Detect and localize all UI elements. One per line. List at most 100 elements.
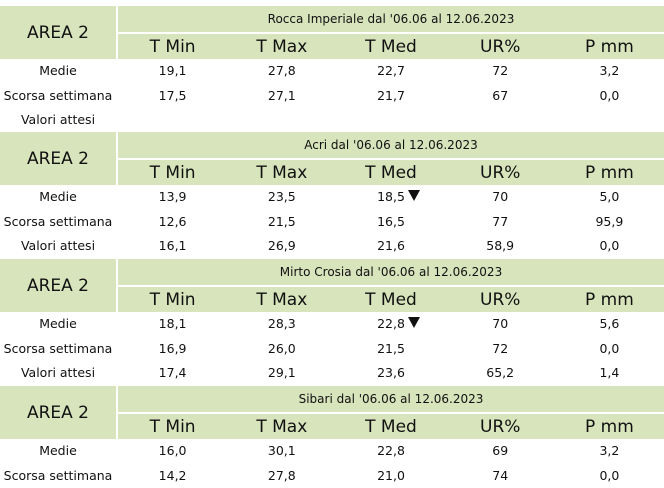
row-label: Valori attesi	[20, 238, 96, 253]
area-label: AREA 2	[0, 132, 116, 185]
cell-ur: 67	[492, 88, 509, 103]
area-label: AREA 2	[0, 259, 116, 312]
header-t-max: T Max	[256, 289, 308, 310]
table-row: Valori attesi 17,4 29,1 23,6 65,2 1,4	[0, 360, 664, 385]
header-t-min: T Min	[149, 162, 196, 183]
cell-p-mm: 5,0	[599, 189, 620, 204]
table-row: Scorsa settimana 16,9 26,0 21,5 72 0,0	[0, 336, 664, 361]
header-t-min: T Min	[149, 289, 196, 310]
table-row: Scorsa settimana 14,2 27,8 21,0 74 0,0	[0, 463, 664, 488]
cell-ur: 72	[492, 63, 509, 78]
header-ur: UR%	[480, 289, 521, 310]
cell-p-mm: 3,2	[599, 63, 620, 78]
table-row: Medie 13,9 23,5 18,5 70 5,0	[0, 184, 664, 209]
cell-ur: 65,2	[486, 365, 515, 380]
header-t-med: T Med	[365, 162, 417, 183]
cell-t-min: 16,9	[158, 341, 187, 356]
column-header-row: T Min T Max T Med UR% P mm	[118, 287, 664, 312]
station-title: Sibari dal '06.06 al 12.06.2023	[118, 386, 664, 412]
header-t-med: T Med	[365, 416, 417, 437]
cell-t-min: 18,1	[158, 316, 187, 331]
header-t-max: T Max	[256, 36, 308, 57]
cell-t-med: 21,7	[377, 88, 405, 103]
cell-t-max: 27,8	[267, 468, 296, 483]
header-ur: UR%	[480, 36, 521, 57]
cell-t-min: 17,5	[158, 88, 187, 103]
cell-t-med: 22,7	[377, 63, 405, 78]
cell-t-med: 22,8	[377, 316, 405, 331]
station-title: Rocca Imperiale dal '06.06 al 12.06.2023	[118, 6, 664, 32]
row-label: Medie	[39, 316, 77, 331]
area-label: AREA 2	[0, 386, 116, 439]
station-block-mirto-crosia: AREA 2 Mirto Crosia dal '06.06 al 12.06.…	[0, 259, 664, 385]
table-row: Valori attesi	[0, 107, 664, 132]
cell-t-min: 16,0	[158, 443, 187, 458]
column-header-row: T Min T Max T Med UR% P mm	[118, 414, 664, 439]
table-row: Medie 16,0 30,1 22,8 69 3,2	[0, 438, 664, 463]
cell-t-max: 26,9	[267, 238, 296, 253]
cell-t-max: 27,1	[267, 88, 296, 103]
header-t-med: T Med	[365, 289, 417, 310]
cell-ur: 70	[492, 316, 509, 331]
station-block-sibari: AREA 2 Sibari dal '06.06 al 12.06.2023 T…	[0, 386, 664, 488]
cell-t-med-wrap: 22,8	[336, 311, 445, 336]
cell-ur: 74	[492, 468, 509, 483]
cell-p-mm: 1,4	[599, 365, 620, 380]
row-label: Scorsa settimana	[3, 214, 113, 229]
cell-t-max: 29,1	[267, 365, 296, 380]
cell-t-med: 18,5	[377, 189, 405, 204]
header-t-max: T Max	[256, 162, 308, 183]
table-row: Valori attesi 16,1 26,9 21,6 58,9 0,0	[0, 233, 664, 258]
cell-t-max: 23,5	[267, 189, 296, 204]
station-block-acri: AREA 2 Acri dal '06.06 al 12.06.2023 T M…	[0, 132, 664, 258]
cell-t-min: 19,1	[158, 63, 187, 78]
cell-t-med: 21,5	[377, 341, 405, 356]
table-row: Scorsa settimana 12,6 21,5 16,5 77 95,9	[0, 209, 664, 234]
row-label: Medie	[39, 189, 77, 204]
cell-t-med: 16,5	[377, 214, 405, 229]
cell-p-mm: 5,6	[599, 316, 620, 331]
cell-p-mm: 0,0	[599, 238, 620, 253]
header-t-min: T Min	[149, 36, 196, 57]
down-triangle-icon	[408, 190, 421, 201]
cell-t-med-wrap: 18,5	[336, 184, 445, 209]
header-p-mm: P mm	[585, 416, 634, 437]
cell-t-min: 12,6	[158, 214, 187, 229]
cell-ur: 70	[492, 189, 509, 204]
cell-ur: 58,9	[486, 238, 515, 253]
row-label: Medie	[39, 443, 77, 458]
table-row: Scorsa settimana 17,5 27,1 21,7 67 0,0	[0, 83, 664, 108]
cell-t-med: 21,6	[377, 238, 405, 253]
down-triangle-icon	[408, 317, 421, 328]
row-label: Medie	[39, 63, 77, 78]
table-row: Medie 19,1 27,8 22,7 72 3,2	[0, 58, 664, 83]
station-title: Mirto Crosia dal '06.06 al 12.06.2023	[118, 259, 664, 285]
cell-ur: 77	[492, 214, 509, 229]
cell-t-max: 28,3	[267, 316, 296, 331]
cell-t-max: 30,1	[267, 443, 296, 458]
cell-t-med: 23,6	[377, 365, 405, 380]
row-label: Valori attesi	[20, 112, 96, 127]
cell-p-mm: 0,0	[599, 88, 620, 103]
cell-t-med: 22,8	[377, 443, 405, 458]
cell-t-med: 21,0	[377, 468, 405, 483]
column-header-row: T Min T Max T Med UR% P mm	[118, 160, 664, 185]
header-ur: UR%	[480, 416, 521, 437]
header-t-min: T Min	[149, 416, 196, 437]
cell-t-min: 14,2	[158, 468, 187, 483]
header-t-med: T Med	[365, 36, 417, 57]
row-label: Scorsa settimana	[3, 468, 113, 483]
cell-t-max: 26,0	[267, 341, 296, 356]
area-label: AREA 2	[0, 6, 116, 59]
row-label: Scorsa settimana	[3, 88, 113, 103]
cell-ur: 69	[492, 443, 509, 458]
cell-p-mm: 95,9	[595, 214, 624, 229]
cell-t-min: 17,4	[158, 365, 187, 380]
cell-p-mm: 0,0	[599, 341, 620, 356]
station-title: Acri dal '06.06 al 12.06.2023	[118, 132, 664, 158]
row-label: Scorsa settimana	[3, 341, 113, 356]
table-row: Medie 18,1 28,3 22,8 70 5,6	[0, 311, 664, 336]
header-ur: UR%	[480, 162, 521, 183]
cell-t-max: 27,8	[267, 63, 296, 78]
cell-t-max: 21,5	[267, 214, 296, 229]
